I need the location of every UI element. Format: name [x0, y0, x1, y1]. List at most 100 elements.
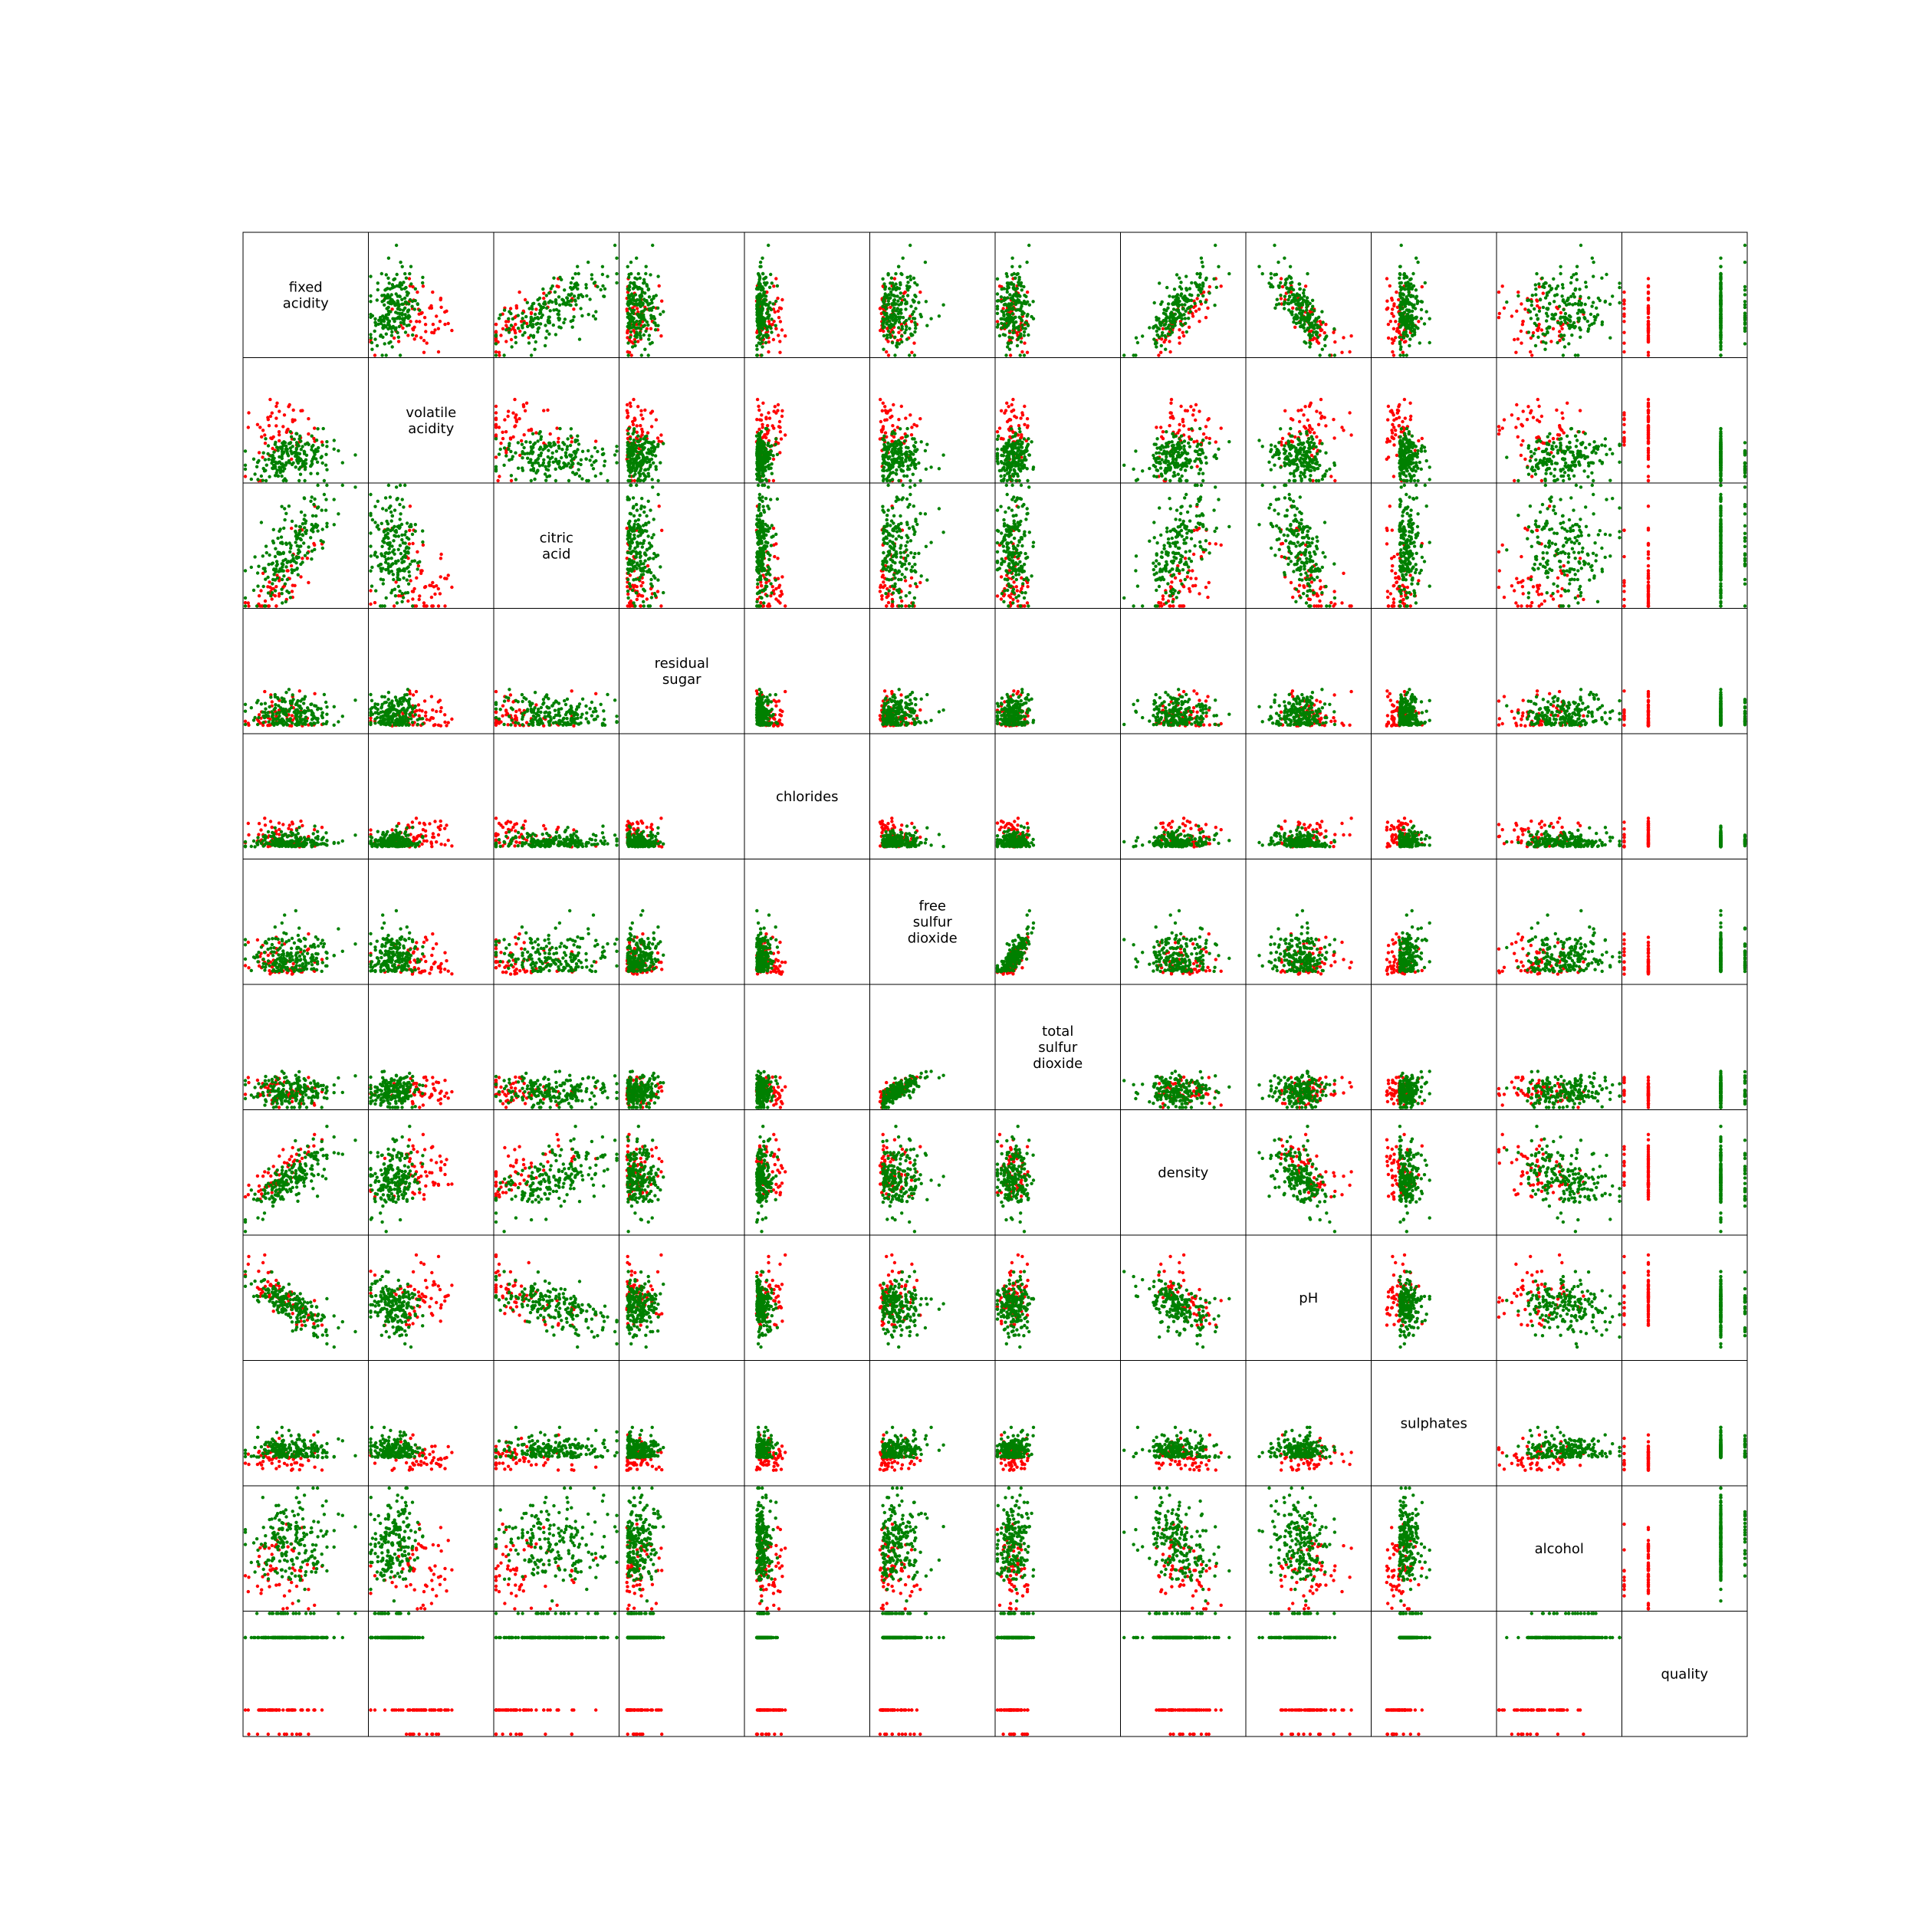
- data-point: [653, 321, 656, 324]
- data-point: [495, 350, 498, 353]
- data-point: [659, 334, 662, 337]
- data-point: [587, 313, 590, 316]
- data-point: [646, 324, 649, 327]
- data-point: [910, 320, 913, 323]
- data-point: [644, 272, 647, 275]
- data-point: [537, 327, 540, 330]
- data-point: [758, 330, 761, 334]
- data-point: [637, 272, 640, 275]
- data-point: [590, 273, 593, 276]
- data-point: [369, 294, 372, 297]
- data-point: [646, 320, 649, 324]
- data-point: [647, 288, 650, 291]
- data-point: [514, 323, 517, 326]
- data-point: [377, 319, 380, 322]
- data-point: [422, 284, 425, 288]
- data-point: [541, 314, 544, 317]
- data-point: [389, 325, 392, 328]
- data-point: [757, 272, 760, 275]
- data-point: [418, 309, 421, 312]
- data-point: [601, 284, 604, 288]
- data-point: [756, 353, 759, 356]
- data-point: [524, 315, 527, 318]
- data-point: [558, 304, 561, 307]
- data-point: [918, 291, 922, 294]
- data-point: [524, 298, 527, 301]
- data-point: [391, 286, 394, 289]
- data-point: [409, 298, 412, 301]
- data-point: [570, 281, 573, 284]
- data-point: [541, 288, 544, 291]
- data-point: [376, 288, 380, 291]
- data-point: [554, 333, 557, 336]
- data-point: [398, 315, 401, 318]
- data-point: [632, 303, 636, 306]
- data-point: [636, 288, 639, 291]
- data-point: [777, 316, 780, 319]
- diagonal-label: acidity: [283, 295, 329, 311]
- data-point: [603, 288, 606, 291]
- data-point: [409, 282, 412, 285]
- data-point: [557, 318, 560, 321]
- data-point: [443, 310, 446, 314]
- data-point: [562, 321, 565, 324]
- data-point: [406, 324, 409, 327]
- data-point: [757, 298, 760, 301]
- data-point: [636, 327, 639, 330]
- data-point: [631, 345, 634, 348]
- data-point: [761, 272, 764, 275]
- data-point: [639, 334, 642, 337]
- data-point: [570, 299, 573, 302]
- data-point: [615, 257, 618, 260]
- data-point: [521, 317, 524, 320]
- data-point: [642, 325, 645, 328]
- data-point: [408, 272, 411, 275]
- data-point: [647, 353, 650, 356]
- data-point: [419, 312, 422, 315]
- data-point: [882, 282, 886, 285]
- data-point: [526, 325, 529, 328]
- data-point: [518, 291, 521, 294]
- data-point: [529, 334, 532, 337]
- data-point: [778, 351, 781, 354]
- data-point: [761, 345, 764, 348]
- data-point: [416, 291, 419, 294]
- data-point: [557, 295, 560, 298]
- data-point: [656, 307, 659, 310]
- cell-frame: [619, 232, 745, 358]
- data-point: [755, 307, 758, 310]
- data-point: [408, 277, 411, 280]
- data-point: [563, 288, 566, 291]
- data-point: [397, 336, 400, 339]
- data-point: [508, 310, 511, 313]
- data-point: [542, 297, 545, 300]
- data-point: [426, 341, 429, 344]
- data-point: [387, 257, 390, 260]
- data-point: [396, 299, 399, 302]
- data-point: [504, 320, 508, 323]
- data-point: [509, 307, 512, 310]
- data-point: [762, 293, 765, 296]
- data-point: [495, 323, 498, 326]
- data-point: [776, 284, 779, 288]
- data-point: [629, 330, 632, 334]
- data-point: [887, 353, 890, 356]
- data-point: [592, 314, 595, 317]
- data-point: [508, 327, 511, 330]
- data-point: [770, 281, 774, 284]
- data-point: [626, 316, 629, 319]
- data-point: [632, 281, 635, 284]
- data-point: [601, 273, 604, 276]
- data-point: [647, 337, 650, 340]
- data-point: [423, 316, 426, 319]
- data-point: [415, 334, 418, 337]
- data-point: [380, 353, 383, 356]
- data-point: [575, 281, 578, 284]
- data-point: [761, 317, 764, 320]
- data-point: [760, 309, 763, 312]
- data-point: [399, 321, 402, 324]
- data-point: [774, 310, 777, 314]
- data-point: [414, 299, 417, 302]
- data-point: [402, 321, 405, 324]
- data-point: [636, 304, 639, 307]
